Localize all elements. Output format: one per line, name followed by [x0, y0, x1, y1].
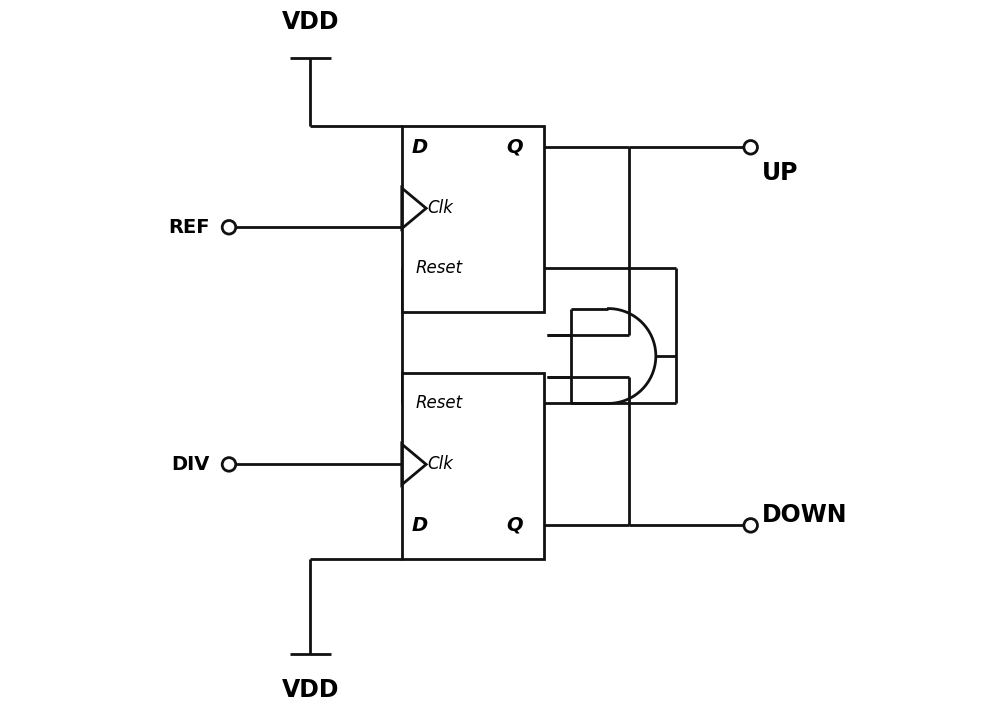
Circle shape — [744, 518, 757, 532]
Text: DOWN: DOWN — [762, 503, 847, 527]
Text: Q: Q — [507, 516, 523, 535]
Text: D: D — [412, 138, 428, 157]
Text: VDD: VDD — [282, 678, 339, 702]
Text: UP: UP — [762, 161, 798, 185]
Text: Reset: Reset — [416, 394, 463, 412]
Text: D: D — [412, 516, 428, 535]
Bar — [402, 373, 544, 559]
Circle shape — [222, 221, 236, 234]
Text: Clk: Clk — [427, 456, 453, 473]
Text: DIV: DIV — [172, 455, 210, 474]
Text: Reset: Reset — [416, 259, 463, 277]
Text: Q: Q — [507, 138, 523, 157]
Text: REF: REF — [169, 218, 210, 237]
Text: Clk: Clk — [427, 199, 453, 217]
Circle shape — [744, 140, 757, 154]
Bar — [402, 125, 544, 312]
Text: VDD: VDD — [282, 10, 339, 34]
Circle shape — [222, 458, 236, 471]
